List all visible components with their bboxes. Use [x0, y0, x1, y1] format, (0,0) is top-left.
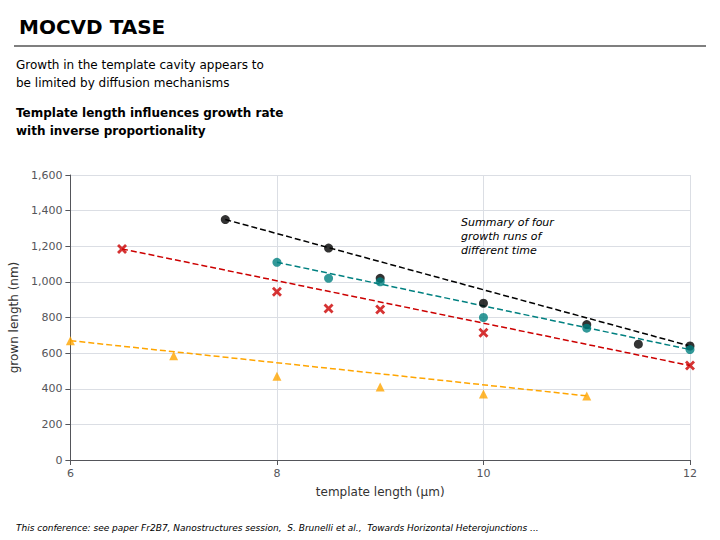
svg-text:different time: different time [461, 244, 537, 257]
svg-text:Template length influences gro: Template length influences growth rate [16, 106, 283, 120]
svg-text:10: 10 [476, 467, 490, 480]
svg-text:1,200: 1,200 [31, 240, 63, 253]
svg-text:growth runs of: growth runs of [461, 230, 543, 243]
svg-text:1,600: 1,600 [31, 169, 63, 182]
svg-text:12: 12 [683, 467, 697, 480]
svg-text:8: 8 [273, 467, 280, 480]
svg-text:200: 200 [41, 418, 62, 431]
svg-text:grown length (nm): grown length (nm) [7, 262, 21, 374]
svg-text:Growth in the template cavity: Growth in the template cavity appears to [16, 58, 264, 72]
svg-text:6: 6 [67, 467, 74, 480]
svg-text:600: 600 [41, 347, 62, 360]
svg-text:template length (μm): template length (μm) [316, 485, 445, 499]
svg-text:be limited by diffusion mechan: be limited by diffusion mechanisms [16, 76, 230, 90]
svg-text:400: 400 [41, 382, 62, 395]
svg-text:Summary of four: Summary of four [461, 216, 555, 229]
svg-text:MOCVD TASE: MOCVD TASE [19, 15, 165, 39]
svg-text:with inverse proportionality: with inverse proportionality [16, 124, 206, 138]
svg-text:1,000: 1,000 [31, 275, 63, 288]
svg-text:800: 800 [41, 311, 62, 324]
svg-text:1,400: 1,400 [31, 204, 63, 217]
svg-text:0: 0 [55, 454, 62, 467]
svg-text:This conference: see paper Fr2: This conference: see paper Fr2B7, Nanost… [16, 523, 539, 533]
